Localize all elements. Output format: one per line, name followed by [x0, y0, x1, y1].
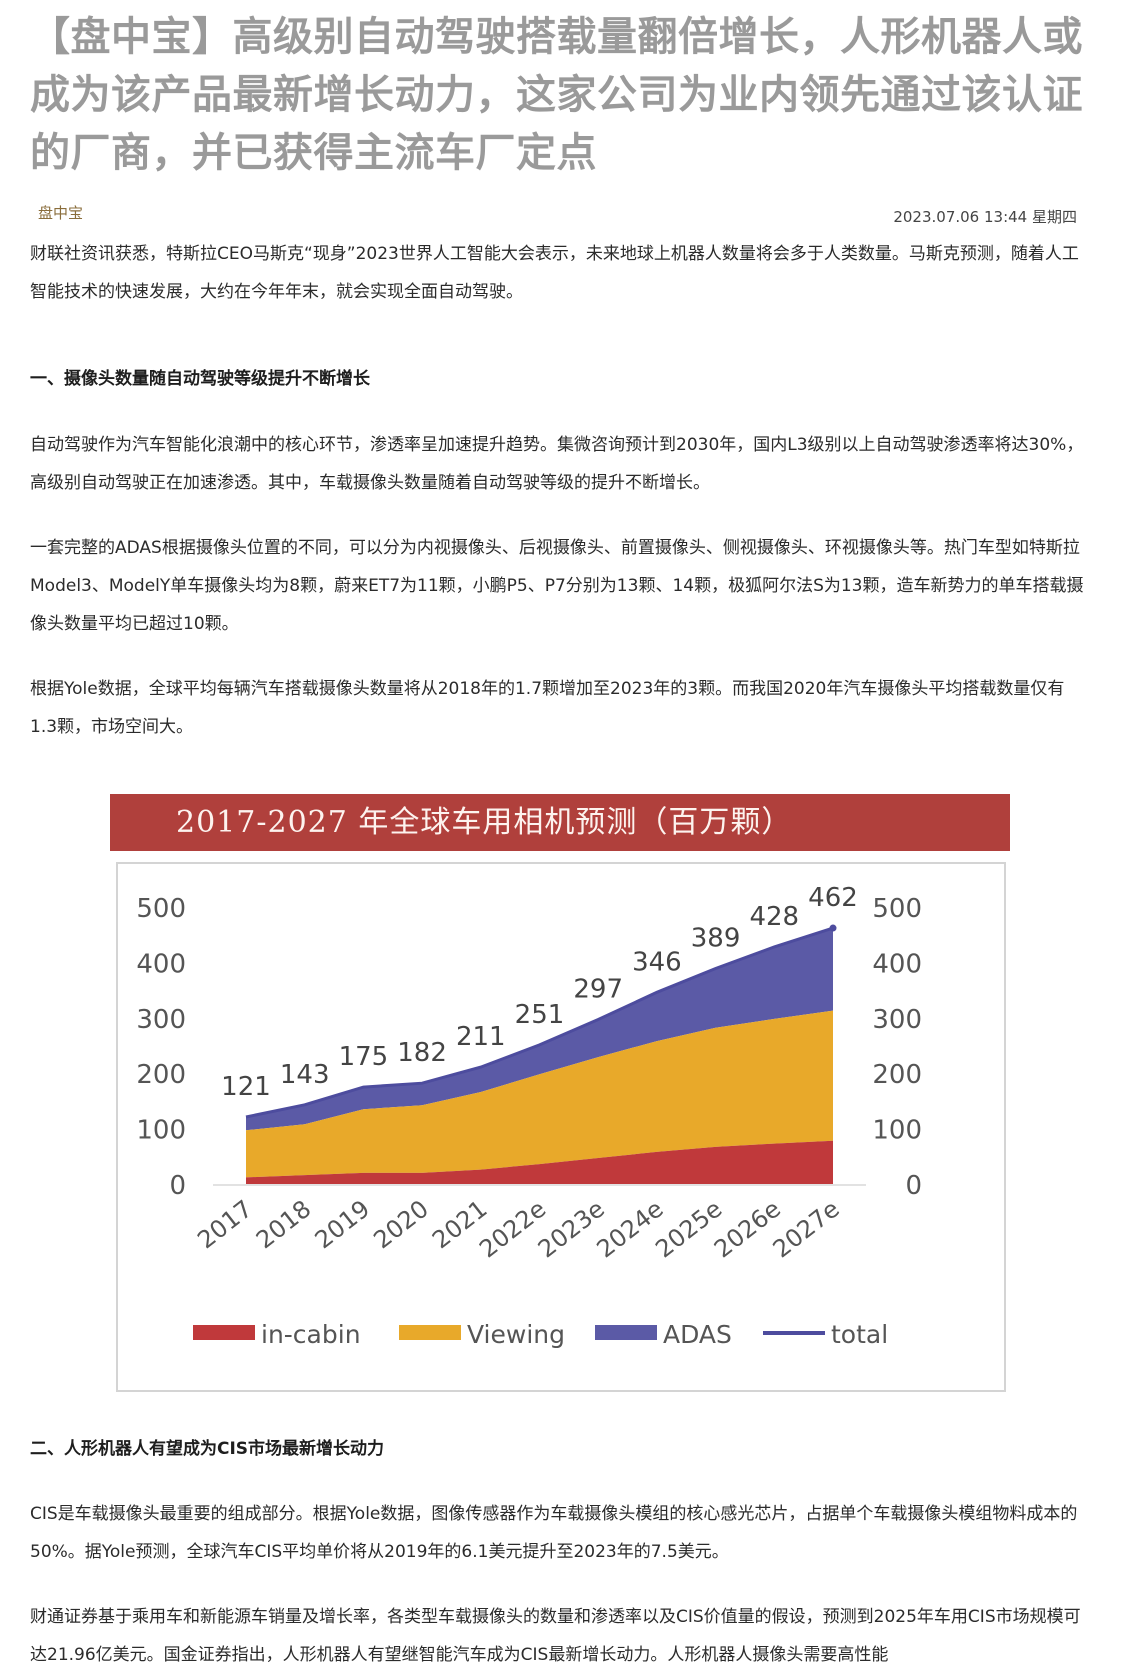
total-value-label: 175 [339, 1042, 389, 1072]
total-value-label: 182 [397, 1038, 447, 1068]
x-tick-label: 2023e [533, 1195, 610, 1264]
chart-svg: 0 0 100 100 200 200 300 300 400 400 500 500 121 143 17… [136, 883, 922, 1349]
legend-adas-swatch [595, 1325, 657, 1340]
chart-frame: 0 0 100 100 200 200 300 300 400 400 500 500 121 143 17… [116, 862, 1006, 1392]
x-tick-label: 2025e [650, 1195, 727, 1264]
y-tick-label-right: 400 [872, 949, 922, 979]
total-line [245, 926, 834, 1119]
section2-heading: 二、人形机器人有望成为CIS市场最新增长动力 [30, 1439, 385, 1459]
x-tick-label: 2019 [310, 1195, 375, 1255]
total-value-label: 389 [691, 923, 741, 953]
intro-paragraph: 财联社资讯获悉，特斯拉CEO马斯克“现身”2023世界人工智能大会表示，未来地球… [30, 244, 1079, 302]
x-tick-label: 2022e [474, 1195, 551, 1264]
y-tick-label-right: 200 [872, 1060, 922, 1090]
camera-forecast-chart: 2017-2027 年全球车用相机预测（百万颗） 0 0 100 100 200 200 3… [110, 794, 1010, 1396]
section1-heading: 一、摄像头数量随自动驾驶等级提升不断增长 [30, 369, 370, 389]
y-tick-label-left: 400 [136, 949, 186, 979]
y-tick-label-left: 200 [136, 1060, 186, 1090]
section1-paragraph-2: 一套完整的ADAS根据摄像头位置的不同，可以分为内视摄像头、后视摄像头、前置摄像… [30, 538, 1084, 634]
legend-in-cabin-swatch [193, 1325, 255, 1340]
y-tick-label-left: 500 [136, 894, 186, 924]
in-cabin-area [246, 1140, 833, 1184]
y-tick-label-left: 0 [169, 1171, 186, 1201]
legend-adas-label: ADAS [663, 1320, 732, 1349]
x-tick-label: 2024e [592, 1195, 669, 1264]
y-tick-label-left: 100 [136, 1116, 186, 1146]
total-value-label: 211 [456, 1022, 506, 1052]
y-tick-label-left: 300 [136, 1005, 186, 1035]
y-tick-label-right: 300 [872, 1005, 922, 1035]
total-end-point [829, 924, 837, 932]
total-value-label: 462 [808, 883, 858, 913]
total-value-label: 346 [632, 947, 682, 977]
x-tick-label: 2027e [768, 1195, 845, 1264]
x-tick-label: 2020 [368, 1195, 433, 1255]
legend-in-cabin-label: in-cabin [261, 1320, 361, 1349]
section2-paragraph-2: 财通证券基于乘用车和新能源车销量及增长率，各类型车载摄像头的数量和渗透率以及CI… [30, 1607, 1081, 1665]
legend-total-label: total [831, 1320, 888, 1349]
chart-title: 2017-2027 年全球车用相机预测（百万颗） [110, 794, 1010, 851]
section2-paragraph-1: CIS是车载摄像头最重要的组成部分。根据Yole数据，图像传感器作为车载摄像头模… [30, 1504, 1078, 1562]
total-value-label: 428 [749, 902, 799, 932]
article-title: 【盘中宝】高级别自动驾驶搭载量翻倍增长，人形机器人或成为该产品最新增长动力，这家… [30, 14, 1083, 176]
section1-paragraph-1: 自动驾驶作为汽车智能化浪潮中的核心环节，渗透率呈加速提升趋势。集微咨询预计到20… [30, 435, 1084, 493]
total-value-label: 297 [573, 974, 623, 1004]
total-value-label: 251 [515, 1000, 565, 1030]
x-tick-label: 2026e [709, 1195, 786, 1264]
x-tick-label: 2018 [251, 1195, 316, 1255]
y-tick-label-right: 500 [872, 894, 922, 924]
section1-paragraph-3: 根据Yole数据，全球平均每辆汽车搭载摄像头数量将从2018年的1.7颗增加至2… [30, 679, 1065, 737]
author-link[interactable]: 盘中宝 [38, 204, 84, 222]
total-value-label: 121 [221, 1072, 271, 1102]
legend-viewing-swatch [399, 1325, 461, 1340]
y-tick-label-right: 0 [905, 1171, 922, 1201]
viewing-area [246, 1010, 833, 1178]
x-tick-label: 2017 [192, 1195, 257, 1255]
publish-date: 2023.07.06 13:44 星期四 [893, 208, 1077, 226]
legend-viewing-label: Viewing [467, 1320, 565, 1349]
y-tick-label-right: 100 [872, 1116, 922, 1146]
total-value-label: 143 [280, 1060, 330, 1090]
